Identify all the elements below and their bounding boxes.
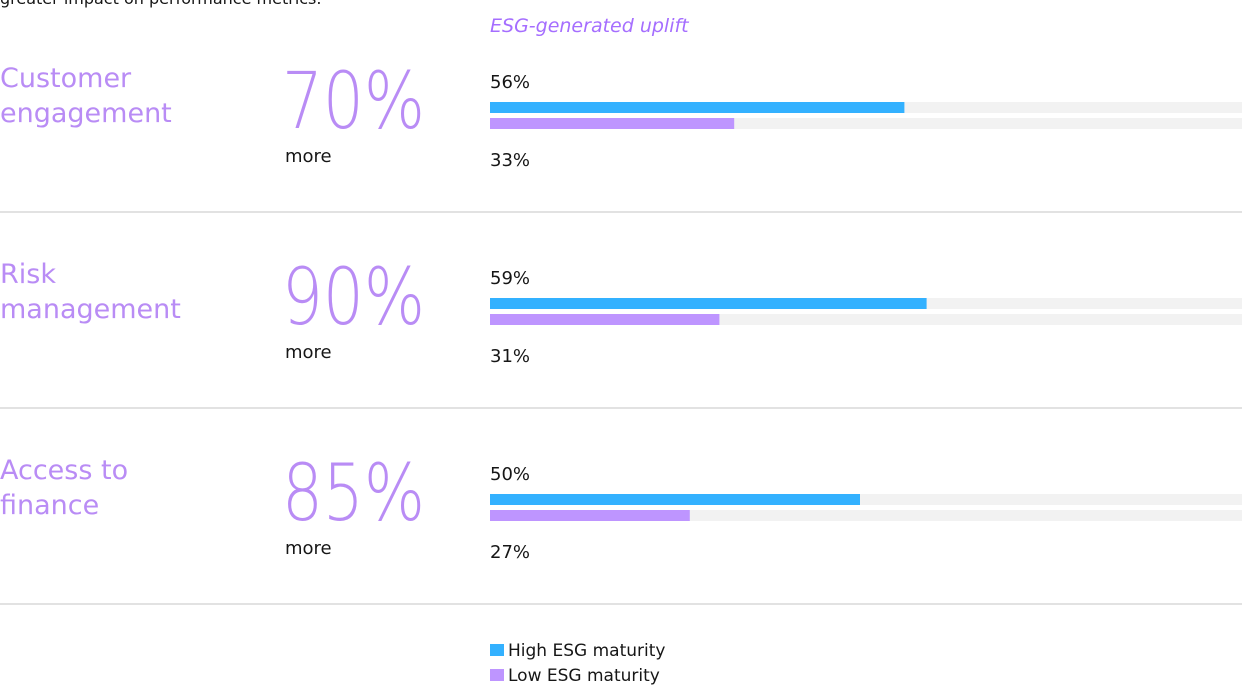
category-line: Access to: [0, 455, 128, 486]
uplift-value: 70%: [282, 57, 425, 147]
bar: [490, 510, 690, 521]
category-line: engagement: [0, 98, 172, 129]
category-line: Risk: [0, 259, 56, 290]
intro-text: greater impact on performance metrics.: [0, 0, 321, 8]
subtitle: ESG-generated uplift: [490, 15, 690, 37]
uplift-value: 85%: [282, 449, 425, 539]
uplift-suffix: more: [285, 146, 332, 167]
uplift-suffix: more: [285, 538, 332, 559]
legend-label: High ESG maturity: [508, 641, 665, 661]
bar: [490, 102, 905, 113]
bar-track: [490, 314, 1242, 325]
value-label: 27%: [490, 542, 530, 563]
category-line: management: [0, 294, 181, 325]
category-label: Customer engagement: [0, 63, 172, 129]
value-label: 33%: [490, 150, 530, 171]
value-label: 50%: [490, 464, 530, 485]
category-line: finance: [0, 490, 99, 521]
category-label: Access to finance: [0, 455, 128, 521]
bar: [490, 314, 720, 325]
bar: [490, 298, 927, 309]
legend-swatch: [490, 644, 504, 656]
value-label: 56%: [490, 72, 530, 93]
bar: [490, 494, 860, 505]
bar: [490, 118, 735, 129]
legend-label: Low ESG maturity: [508, 666, 660, 686]
category-label: Risk management: [0, 259, 181, 325]
uplift-value: 90%: [282, 253, 425, 343]
value-label: 31%: [490, 346, 530, 367]
bar-track: [490, 118, 1242, 129]
bar-track: [490, 510, 1242, 521]
uplift-suffix: more: [285, 342, 332, 363]
value-label: 59%: [490, 268, 530, 289]
category-line: Customer: [0, 63, 132, 94]
bar-track: [490, 494, 1242, 505]
legend-swatch: [490, 669, 504, 681]
